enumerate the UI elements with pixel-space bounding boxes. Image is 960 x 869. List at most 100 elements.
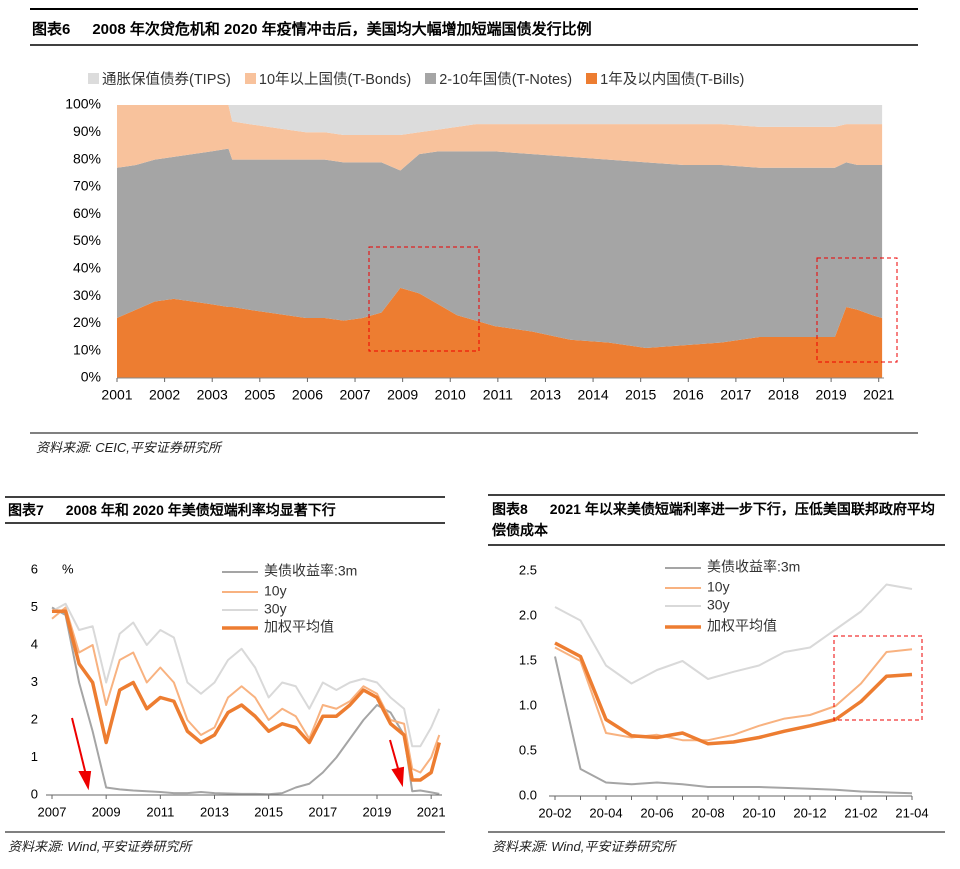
x-tick-label: 2003: [197, 387, 228, 403]
x-tick-label: 2015: [625, 387, 656, 403]
header: 图表6 2008 年次贷危机和 2020 年疫情冲击后，美国均大幅增加短端国债发行…: [32, 19, 592, 40]
legend-label: 30y: [264, 601, 287, 617]
line: [554, 583, 913, 685]
x-tick-label: 2021: [417, 804, 446, 819]
y-tick-label: 2: [31, 711, 38, 726]
x-tick-label: 20-02: [538, 805, 571, 820]
line: [554, 646, 913, 742]
y-tick-label: 0%: [81, 369, 101, 385]
x-tick-label: 21-02: [844, 805, 877, 820]
header: 图表7 2008 年和 2020 年美债短端利率均显著下行: [8, 500, 336, 521]
x-tick-label: 2019: [363, 804, 392, 819]
y-tick-label: 1.0: [519, 697, 537, 712]
x-tick-label: 2009: [92, 804, 121, 819]
figure-label: 图表7: [8, 502, 44, 518]
legend: 通胀保值债券(TIPS) 10年以上国债(T-Bonds) 2-10年国债(T-No…: [88, 68, 744, 89]
x-tick-label: 2018: [768, 387, 799, 403]
x-tick-label: 21-04: [895, 805, 928, 820]
x-tick-label: 20-08: [691, 805, 724, 820]
legend-swatch: [88, 73, 99, 84]
x-tick-label: 2001: [101, 387, 132, 403]
y-tick-label: 20%: [73, 314, 101, 330]
line: [554, 656, 913, 795]
line: [554, 641, 913, 746]
highlight-box: [816, 257, 898, 363]
figure-label: 图表6: [32, 21, 71, 38]
x-tick-label: 2010: [435, 387, 466, 403]
legend-swatch: [244, 73, 256, 84]
y-tick-label: 5: [31, 599, 38, 614]
arrows: [71, 717, 405, 791]
legend-swatch: [425, 73, 437, 84]
y-tick-label: 70%: [73, 178, 101, 194]
line: [51, 606, 440, 796]
x-tick-label: 2013: [200, 804, 229, 819]
legend-item: 1年及以内国债(T-Bills): [586, 68, 744, 89]
figure-label: 图表8: [492, 501, 528, 517]
y-tick-label: 10%: [73, 341, 101, 357]
x-tick-label: 2009: [387, 387, 418, 403]
legend-label: 30y: [707, 597, 730, 613]
legend-label: 通胀保值债券(TIPS): [102, 72, 231, 88]
x-tick-label: 20-10: [742, 805, 775, 820]
x-tick-label: 20-12: [793, 805, 826, 820]
legend-label: 美债收益率:3m: [707, 559, 800, 575]
y-tick-label: 50%: [73, 232, 101, 248]
x-tick-label: 2017: [308, 804, 337, 819]
y-tick-label: 90%: [73, 123, 101, 139]
legend-swatch: [586, 73, 598, 84]
y-tick-label: 0.0: [519, 787, 537, 802]
x-tick-label: 2013: [530, 387, 561, 403]
legend-label: 10y: [707, 579, 730, 595]
area: [117, 148, 883, 348]
x-tick-label: 2016: [673, 387, 704, 403]
y-tick-label: 2.0: [519, 607, 537, 622]
legend-label: 10年以上国债(T-Bonds): [258, 72, 412, 88]
legend-item: 2-10年国债(T-Notes): [425, 68, 572, 89]
chart-title: 2008 年和 2020 年美债短端利率均显著下行: [65, 502, 336, 518]
y-tick-label: 1.5: [519, 652, 537, 667]
header: 图表8 2021 年以来美债短端利率进一步下行，压低美国联邦政府平均偿债成本: [492, 499, 944, 541]
y-tick-label: 40%: [73, 260, 101, 276]
x-tick-label: 2017: [720, 387, 751, 403]
line: [51, 602, 441, 748]
legend-label: 加权平均值: [707, 618, 777, 634]
x-tick-label: 2007: [339, 387, 370, 403]
x-tick-label: 2002: [149, 387, 180, 403]
source: 资料来源: CEIC,平安证券研究所: [36, 440, 221, 455]
line: [52, 609, 441, 782]
source: 资料来源: Wind,平安证券研究所: [8, 839, 192, 854]
y-tick-label: 30%: [73, 287, 101, 303]
legend-label: 1年及以内国债(T-Bills): [600, 72, 745, 88]
highlight-box: [368, 246, 480, 352]
line: [51, 606, 441, 774]
legend-label: 加权平均值: [264, 619, 334, 635]
area: [117, 287, 883, 378]
x-tick-label: 20-04: [589, 805, 622, 820]
x-tick-label: 2021: [863, 387, 894, 403]
y-tick-label: 2.5: [519, 562, 537, 577]
legend-label: 10y: [264, 583, 287, 599]
y-tick-label: 0: [31, 786, 38, 801]
x-tick-label: 2014: [577, 387, 608, 403]
x-tick-label: 20-06: [640, 805, 673, 820]
y-tick-label: 80%: [73, 150, 101, 166]
area: [117, 105, 883, 136]
y-unit: %: [62, 561, 74, 576]
source: 资料来源: Wind,平安证券研究所: [492, 839, 676, 854]
legend-label: 2-10年国债(T-Notes): [439, 72, 573, 88]
y-tick-label: 100%: [65, 96, 101, 112]
x-tick-label: 2019: [816, 387, 847, 403]
x-tick-label: 2011: [483, 387, 513, 403]
x-tick-label: 2006: [292, 387, 323, 403]
highlight-box: [833, 635, 923, 721]
y-tick-label: 4: [31, 636, 38, 651]
x-tick-label: 2007: [38, 804, 67, 819]
chart-title: 2008 年次贷危机和 2020 年疫情冲击后，美国均大幅增加短端国债发行比例: [92, 21, 592, 38]
y-tick-label: 3: [31, 674, 38, 689]
x-tick-label: 2015: [254, 804, 283, 819]
x-tick-label: 2005: [244, 387, 275, 403]
y-tick-label: 60%: [73, 205, 101, 221]
